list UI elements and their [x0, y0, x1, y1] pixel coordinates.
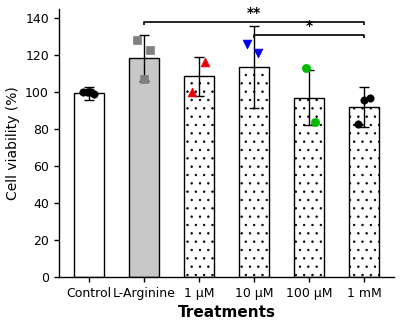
Point — [201, 60, 208, 65]
Bar — [129, 58, 159, 277]
Point — [303, 66, 309, 71]
Bar — [74, 93, 104, 277]
Point — [141, 77, 147, 82]
Point — [91, 91, 97, 96]
Point — [86, 90, 92, 95]
Point — [361, 97, 367, 102]
Bar — [239, 67, 269, 277]
Point — [134, 38, 141, 43]
Point — [354, 121, 361, 126]
Point — [244, 41, 251, 47]
Point — [88, 90, 94, 95]
Point — [80, 90, 87, 95]
Text: **: ** — [247, 6, 261, 20]
Point — [312, 119, 318, 124]
X-axis label: Treatments: Treatments — [178, 305, 276, 320]
Bar — [184, 76, 214, 277]
Point — [84, 90, 90, 95]
Bar — [349, 107, 379, 277]
Point — [366, 95, 373, 100]
Point — [146, 47, 153, 52]
Point — [255, 51, 262, 56]
Y-axis label: Cell viability (%): Cell viability (%) — [6, 86, 20, 200]
Text: *: * — [306, 19, 313, 33]
Bar — [294, 98, 324, 277]
Point — [189, 90, 196, 95]
